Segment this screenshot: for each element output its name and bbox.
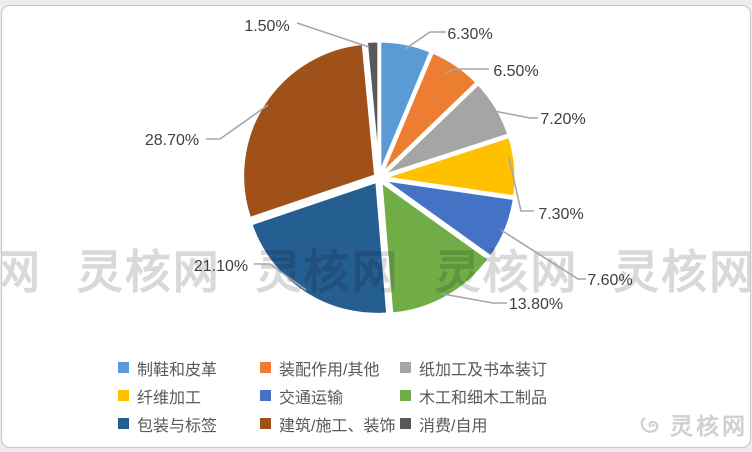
legend: 制鞋和皮革 装配作用/其他 纸加工及书本装订纤维加工 交通运输 木工和细木工制品包装与标…: [118, 358, 640, 435]
pie-slice-6: [249, 179, 390, 316]
legend-swatch-3: [118, 390, 129, 401]
data-label-7: 28.70%: [145, 132, 199, 149]
leader-line-8: [296, 22, 370, 48]
logo-watermark: 灵核网: [638, 407, 748, 441]
data-label-5: 13.80%: [509, 296, 563, 313]
legend-item-8: 消费/自用: [400, 414, 640, 435]
pie-slice-5: [379, 179, 491, 316]
legend-swatch-4: [260, 390, 271, 401]
legend-item-1: 装配作用/其他: [260, 358, 400, 379]
watermark-band: 灵核网 灵核网 灵核网 灵核网 灵核网: [2, 246, 751, 298]
legend-item-6: 包装与标签: [118, 414, 260, 435]
data-label-0: 6.30%: [447, 26, 492, 43]
leader-line-2: [488, 109, 538, 119]
data-label-layer: 6.30% 6.50% 7.20% 7.30% 7.60% 13.80% 21.10% 28.…: [145, 18, 633, 313]
data-label-8: 1.50%: [244, 18, 289, 35]
leader-line-5: [442, 293, 507, 304]
data-label-1: 6.50%: [493, 63, 538, 80]
legend-item-4: 交通运输: [260, 386, 400, 407]
legend-label-8: 消费/自用: [419, 417, 488, 435]
legend-label-2: 纸加工及书本装订: [419, 361, 548, 379]
legend-swatch-7: [260, 418, 271, 429]
pie-slice-2: [380, 82, 511, 178]
linghewang-logo-icon: [638, 411, 665, 438]
legend-item-7: 建筑/施工、装饰: [260, 414, 400, 435]
legend-label-3: 纤维加工: [137, 389, 202, 407]
pie-slice-3: [381, 135, 518, 199]
pie-slice-1: [379, 50, 479, 177]
leader-line-4: [500, 229, 586, 280]
leader-line-7: [206, 104, 269, 140]
pie-chart: [241, 39, 518, 316]
pie-slice-4: [381, 177, 516, 259]
chart-card: 灵核网 灵核网 灵核网 灵核网 灵核网 6.30% 6.50% 7.20% 7.30%…: [1, 5, 751, 448]
data-label-6: 21.10%: [194, 258, 248, 275]
pie-slice-0: [378, 39, 433, 176]
legend-label-7: 建筑/施工、装饰: [279, 417, 396, 435]
legend-swatch-8: [400, 418, 411, 429]
pie-slice-8: [364, 39, 381, 176]
legend-label-5: 木工和细木工制品: [419, 389, 548, 407]
legend-label-6: 包装与标签: [137, 417, 218, 435]
legend-item-5: 木工和细木工制品: [400, 386, 640, 407]
legend-swatch-0: [118, 362, 129, 373]
legend-item-2: 纸加工及书本装订: [400, 358, 640, 379]
legend-item-3: 纤维加工: [118, 386, 260, 407]
leader-line-1: [444, 68, 489, 74]
data-label-4: 7.60%: [587, 272, 632, 289]
legend-label-4: 交通运输: [279, 389, 344, 407]
legend-swatch-2: [400, 362, 411, 373]
legend-label-0: 制鞋和皮革: [137, 361, 218, 379]
data-label-2: 7.20%: [540, 111, 585, 128]
data-label-3: 7.30%: [538, 206, 583, 223]
logo-watermark-text: 灵核网: [670, 413, 748, 439]
pie-slice-7: [241, 41, 378, 221]
leader-line-0: [404, 31, 446, 50]
legend-swatch-1: [260, 362, 271, 373]
legend-item-0: 制鞋和皮革: [118, 358, 260, 379]
leader-line-3: [508, 157, 534, 212]
legend-label-1: 装配作用/其他: [279, 361, 380, 379]
legend-swatch-6: [118, 418, 129, 429]
legend-swatch-5: [400, 390, 411, 401]
leader-line-6: [254, 263, 307, 291]
